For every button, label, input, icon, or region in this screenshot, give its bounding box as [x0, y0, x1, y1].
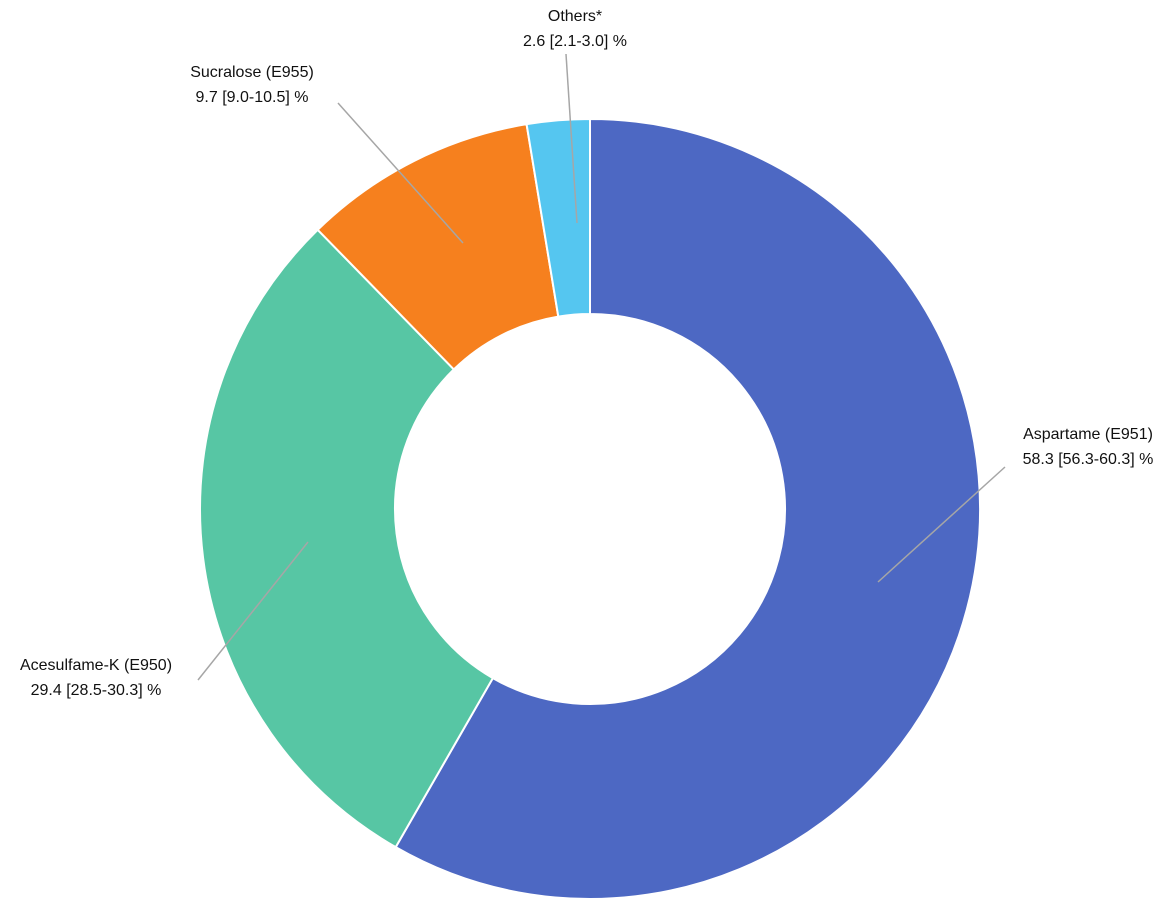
slice-label-acesulfame: Acesulfame-K (E950) 29.4 [28.5-30.3] %: [0, 653, 192, 703]
slice-label-sucralose-name: Sucralose (E955): [190, 64, 314, 81]
slice-label-sucralose: Sucralose (E955) 9.7 [9.0-10.5] %: [152, 60, 352, 110]
leader-line-2: [337, 102, 464, 244]
donut-slice-0: [394, 118, 981, 899]
slice-label-aspartame-value: 58.3 [56.3-60.3] %: [1022, 451, 1154, 468]
slice-label-aspartame: Aspartame (E951) 58.3 [56.3-60.3] %: [1000, 422, 1175, 472]
leader-line-0: [877, 466, 1006, 583]
slice-label-others: Others* 2.6 [2.1-3.0] %: [495, 4, 655, 54]
slice-label-acesulfame-name: Acesulfame-K (E950): [19, 657, 173, 674]
donut-slice-1: [198, 228, 494, 849]
leader-line-3: [565, 53, 578, 224]
slice-label-sucralose-value: 9.7 [9.0-10.5] %: [195, 89, 309, 106]
slice-label-aspartame-name: Aspartame (E951): [1023, 426, 1153, 443]
slice-label-others-name: Others*: [547, 8, 603, 25]
leader-line-1: [197, 541, 309, 681]
slice-label-acesulfame-value: 29.4 [28.5-30.3] %: [30, 682, 162, 699]
slice-label-others-value: 2.6 [2.1-3.0] %: [522, 33, 628, 50]
